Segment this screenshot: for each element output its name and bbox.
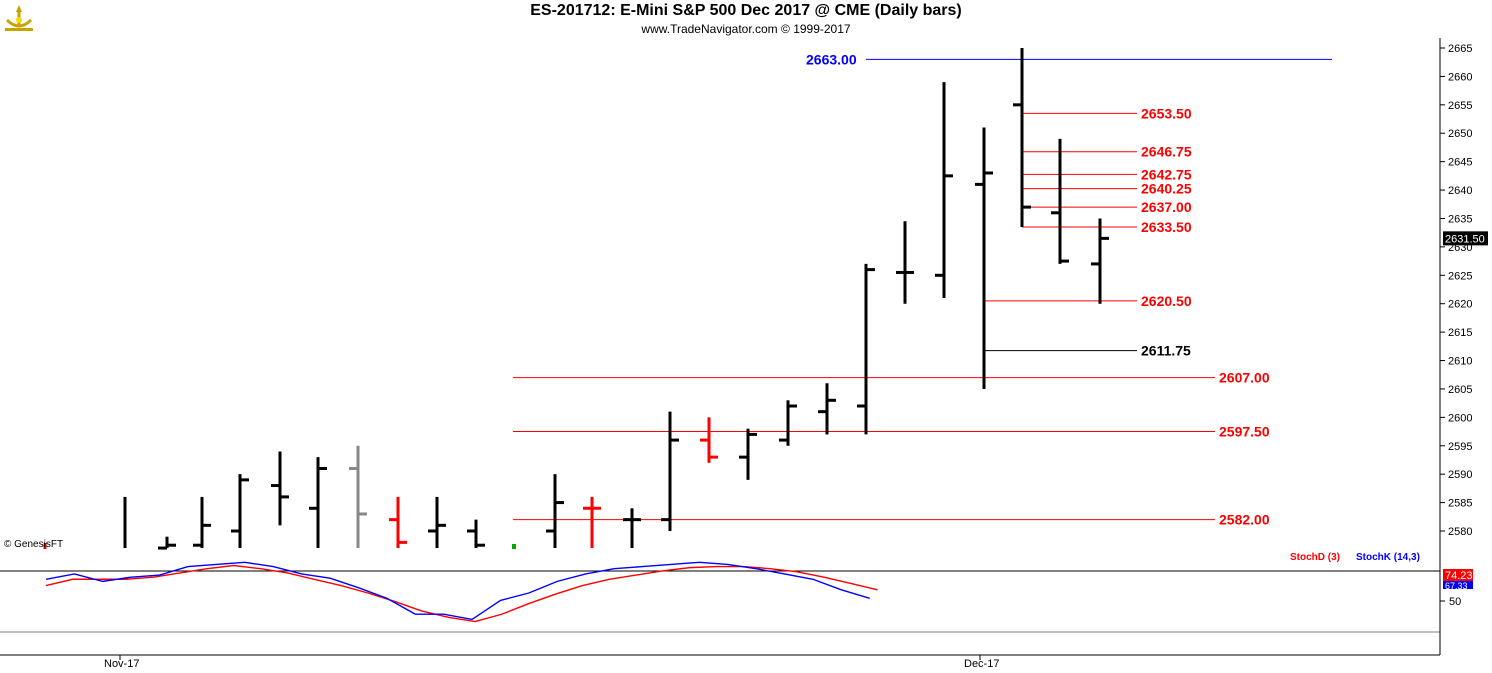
price-tick-label: 2655 — [1448, 100, 1472, 112]
ohlc-bar — [1051, 138, 1069, 264]
x-tick-label: Dec-17 — [964, 658, 999, 670]
price-tick-label: 2605 — [1448, 384, 1472, 396]
price-tick-label: 2610 — [1448, 356, 1472, 368]
level-label: 2582.00 — [1219, 512, 1270, 528]
date-axis: Nov-17 Dec-17 — [104, 655, 999, 670]
ohlc-bar — [975, 127, 993, 389]
stochd-last-label: 74.23 — [1445, 570, 1473, 582]
chart-background — [0, 38, 1492, 673]
ohlc-bar — [271, 451, 289, 526]
price-tick-label: 2635 — [1448, 213, 1472, 225]
ohlc-bar — [661, 411, 679, 531]
ohlc-bars: © GenesisFT — [4, 48, 1109, 550]
price-tick-label: 2600 — [1448, 412, 1472, 424]
ohlc-bar — [1013, 48, 1031, 227]
ohlc-bar — [1091, 218, 1109, 304]
price-tick-label: 2620 — [1448, 299, 1472, 311]
ohlc-bar — [739, 428, 757, 480]
ohlc-bar — [158, 536, 176, 550]
chart-title: ES-201712: E-Mini S&P 500 Dec 2017 @ CME… — [530, 2, 962, 19]
price-tick-label: 2590 — [1448, 469, 1472, 481]
price-tick-label: 2625 — [1448, 270, 1472, 282]
ohlc-bar — [623, 508, 641, 549]
ohlc-bar — [857, 263, 875, 435]
last-price-tag — [1443, 231, 1488, 246]
ohlc-bar — [818, 383, 836, 435]
green-marker — [512, 544, 516, 549]
stochd-last-tag — [1443, 569, 1473, 581]
last-price-label: 2631.50 — [1445, 233, 1485, 245]
price-tick-label: 2580 — [1448, 526, 1472, 538]
level-label: 2663.00 — [806, 51, 857, 67]
legend-stochk: StochK (14,3) — [1356, 552, 1420, 563]
price-tick-label: 2615 — [1448, 327, 1472, 339]
ohlc-bar — [309, 457, 327, 549]
price-tick-label: 2585 — [1448, 498, 1472, 510]
chart-header: ES-201712: E-Mini S&P 500 Dec 2017 @ CME… — [0, 0, 1492, 38]
price-tick-label: 2640 — [1448, 185, 1472, 197]
ohlc-bar — [231, 474, 249, 549]
stoch-line-k — [45, 561, 870, 621]
level-label: 2633.50 — [1141, 219, 1192, 235]
price-tick-label: 2595 — [1448, 441, 1472, 453]
level-label: 2642.75 — [1141, 166, 1192, 182]
ohlc-bar — [349, 445, 367, 549]
price-tick-label: 2665 — [1448, 43, 1472, 55]
level-label: 2637.00 — [1141, 199, 1192, 215]
level-label: 2607.00 — [1219, 370, 1270, 386]
legend-stochd: StochD (3) — [1290, 552, 1340, 563]
price-tick-label: 2650 — [1448, 128, 1472, 140]
level-label: 2597.50 — [1219, 424, 1270, 440]
ohlc-bar — [193, 496, 211, 549]
copyright-label: © GenesisFT — [4, 539, 63, 550]
level-label: 2620.50 — [1141, 293, 1192, 309]
stoch-tick-label: 50 — [1449, 596, 1461, 608]
ship-wheel-logo-icon — [2, 2, 36, 34]
chart-subtitle: www.TradeNavigator.com © 1999-2017 — [641, 22, 851, 36]
ohlc-bar — [935, 82, 953, 299]
ohlc-bar — [896, 221, 914, 304]
stochk-last-tag — [1443, 581, 1473, 589]
level-label: 2611.75 — [1141, 343, 1191, 359]
ohlc-bar — [700, 417, 718, 463]
level-label: 2646.75 — [1141, 144, 1192, 160]
price-tick-label: 2645 — [1448, 157, 1472, 169]
stochk-last-label: 67.33 — [1445, 581, 1468, 591]
price-axis: 2580 2585 2590 2595 2600 2605 2610 2615 2620 2625… — [1440, 43, 1488, 538]
ohlc-bar — [467, 519, 485, 549]
ohlc-bar — [546, 474, 564, 549]
price-tick-label: 2660 — [1448, 71, 1472, 83]
ohlc-bar — [389, 496, 407, 549]
level-label: 2640.25 — [1141, 181, 1192, 197]
ohlc-bar — [583, 496, 601, 549]
ohlc-bar — [779, 400, 797, 446]
level-label: 2653.50 — [1141, 105, 1192, 121]
x-tick-label: Nov-17 — [104, 658, 139, 670]
ohlc-bar — [428, 496, 446, 549]
